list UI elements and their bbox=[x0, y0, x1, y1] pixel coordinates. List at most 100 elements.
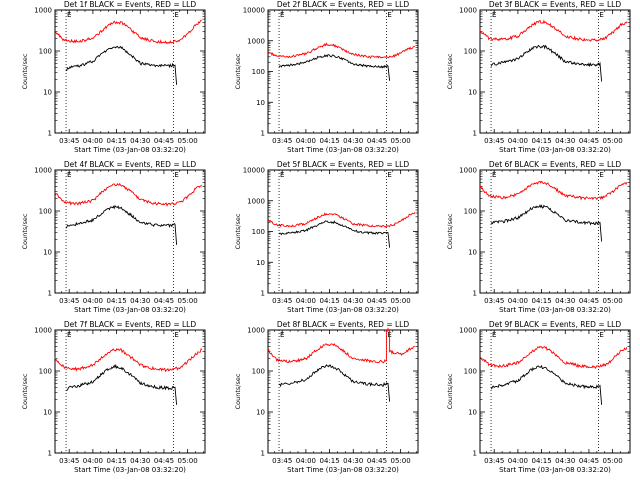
event-marker-label: E bbox=[67, 171, 71, 179]
y-axis-label: Counts/sec bbox=[234, 53, 242, 89]
x-axis-label: Start Time (03-Jan-08 03:32:20) bbox=[287, 306, 399, 314]
y-axis-label: Counts/sec bbox=[446, 373, 454, 409]
plot-frame bbox=[479, 169, 631, 294]
y-tick-label: 1 bbox=[48, 290, 52, 298]
x-tick-label: 04:30 bbox=[130, 457, 150, 465]
panel-title: Det 1f BLACK = Events, RED = LLD bbox=[64, 0, 197, 9]
x-tick-label: 04:15 bbox=[319, 457, 339, 465]
x-axis-label: Start Time (03-Jan-08 03:32:20) bbox=[74, 146, 186, 154]
events-series-line bbox=[490, 204, 603, 242]
event-marker-label: E bbox=[174, 11, 178, 19]
event-marker-label: E bbox=[492, 331, 496, 339]
x-tick-label: 04:15 bbox=[106, 297, 126, 305]
x-tick-label: 03:45 bbox=[272, 297, 292, 305]
x-axis-label: Start Time (03-Jan-08 03:32:20) bbox=[287, 146, 399, 154]
panel-title: Det 9f BLACK = Events, RED = LLD bbox=[489, 320, 622, 329]
y-tick-label: 10 bbox=[43, 409, 52, 417]
y-axis-label: Counts/sec bbox=[21, 373, 29, 409]
event-marker-label: E bbox=[492, 171, 496, 179]
x-tick-label: 04:45 bbox=[154, 457, 174, 465]
lld-series-line bbox=[268, 42, 415, 59]
x-axis-label: Start Time (03-Jan-08 03:32:20) bbox=[499, 466, 611, 474]
x-tick-label: 04:45 bbox=[367, 297, 387, 305]
events-series-line bbox=[490, 44, 603, 82]
y-axis-label: Counts/sec bbox=[21, 53, 29, 89]
x-tick-label: 03:45 bbox=[59, 457, 79, 465]
x-tick-label: 04:15 bbox=[106, 457, 126, 465]
x-tick-label: 04:30 bbox=[555, 457, 575, 465]
plot-frame bbox=[267, 9, 419, 134]
x-tick-label: 03:45 bbox=[59, 137, 79, 145]
detector-panel-8: Det 8f BLACK = Events, RED = LLD Counts/s… bbox=[234, 320, 419, 474]
y-axis-label: Counts/sec bbox=[234, 213, 242, 249]
y-tick-label: 100 bbox=[464, 368, 477, 376]
y-tick-label: 10000 bbox=[243, 7, 265, 15]
x-tick-label: 04:30 bbox=[130, 137, 150, 145]
x-tick-label: 04:00 bbox=[508, 297, 528, 305]
lld-series-line bbox=[479, 19, 628, 42]
x-tick-label: 04:45 bbox=[367, 457, 387, 465]
event-marker-label: E bbox=[387, 171, 391, 179]
events-series-line bbox=[65, 45, 178, 85]
y-axis-label: Counts/sec bbox=[21, 213, 29, 249]
event-marker-label: E bbox=[174, 331, 178, 339]
event-marker-label: E bbox=[599, 331, 603, 339]
detector-panel-6: Det 6f BLACK = Events, RED = LLD Counts/s… bbox=[446, 160, 631, 314]
event-marker-label: E bbox=[280, 171, 284, 179]
x-tick-label: 04:45 bbox=[579, 457, 599, 465]
y-axis-label: Counts/sec bbox=[234, 373, 242, 409]
x-tick-label: 04:00 bbox=[296, 297, 316, 305]
event-marker-label: E bbox=[280, 11, 284, 19]
x-tick-label: 05:00 bbox=[178, 457, 198, 465]
plot-frame bbox=[54, 9, 206, 134]
events-series-line bbox=[279, 364, 391, 402]
events-series-line bbox=[278, 54, 391, 81]
lld-series-line bbox=[54, 347, 203, 373]
event-marker-label: E bbox=[67, 331, 71, 339]
y-tick-label: 1 bbox=[48, 130, 52, 138]
x-axis-label: Start Time (03-Jan-08 03:32:20) bbox=[74, 466, 186, 474]
y-tick-label: 100 bbox=[252, 368, 265, 376]
x-axis-label: Start Time (03-Jan-08 03:32:20) bbox=[74, 306, 186, 314]
y-tick-label: 100 bbox=[464, 48, 477, 56]
x-tick-label: 04:00 bbox=[508, 137, 528, 145]
x-tick-label: 05:00 bbox=[603, 297, 623, 305]
plot-frame bbox=[267, 329, 419, 454]
y-tick-label: 100 bbox=[39, 48, 52, 56]
y-tick-label: 1 bbox=[48, 450, 52, 458]
y-tick-label: 1000 bbox=[459, 327, 477, 335]
events-series-line bbox=[490, 364, 603, 405]
y-tick-label: 1 bbox=[473, 450, 477, 458]
x-tick-label: 04:45 bbox=[579, 137, 599, 145]
panel-title: Det 8f BLACK = Events, RED = LLD bbox=[277, 320, 410, 329]
x-tick-label: 04:30 bbox=[555, 297, 575, 305]
y-tick-label: 1 bbox=[473, 130, 477, 138]
detector-panel-4: Det 4f BLACK = Events, RED = LLD Counts/s… bbox=[21, 160, 206, 314]
detector-panel-1: Det 1f BLACK = Events, RED = LLD Counts/s… bbox=[21, 0, 206, 154]
y-tick-label: 10 bbox=[468, 89, 477, 97]
plot-frame bbox=[54, 169, 206, 294]
x-tick-label: 04:45 bbox=[579, 297, 599, 305]
y-tick-label: 100 bbox=[252, 68, 265, 76]
y-tick-label: 10 bbox=[256, 99, 265, 107]
y-tick-label: 100 bbox=[39, 208, 52, 216]
y-axis-label: Counts/sec bbox=[446, 53, 454, 89]
y-tick-label: 1 bbox=[261, 450, 265, 458]
y-tick-label: 1 bbox=[261, 290, 265, 298]
plot-frame bbox=[267, 169, 419, 294]
lld-series-line bbox=[267, 212, 416, 228]
detector-panel-9: Det 9f BLACK = Events, RED = LLD Counts/s… bbox=[446, 320, 631, 474]
x-axis-label: Start Time (03-Jan-08 03:32:20) bbox=[499, 146, 611, 154]
y-tick-label: 10 bbox=[468, 409, 477, 417]
event-marker-label: E bbox=[599, 11, 603, 19]
x-tick-label: 03:45 bbox=[59, 297, 79, 305]
x-tick-label: 04:45 bbox=[154, 137, 174, 145]
detector-panel-5: Det 5f BLACK = Events, RED = LLD Counts/s… bbox=[234, 160, 419, 314]
y-tick-label: 1000 bbox=[247, 197, 265, 205]
lld-series-line bbox=[479, 180, 628, 201]
x-tick-label: 04:15 bbox=[531, 457, 551, 465]
panel-title: Det 6f BLACK = Events, RED = LLD bbox=[489, 160, 622, 169]
y-tick-label: 10 bbox=[43, 249, 52, 257]
x-tick-label: 03:45 bbox=[484, 137, 504, 145]
x-tick-label: 04:00 bbox=[83, 137, 103, 145]
